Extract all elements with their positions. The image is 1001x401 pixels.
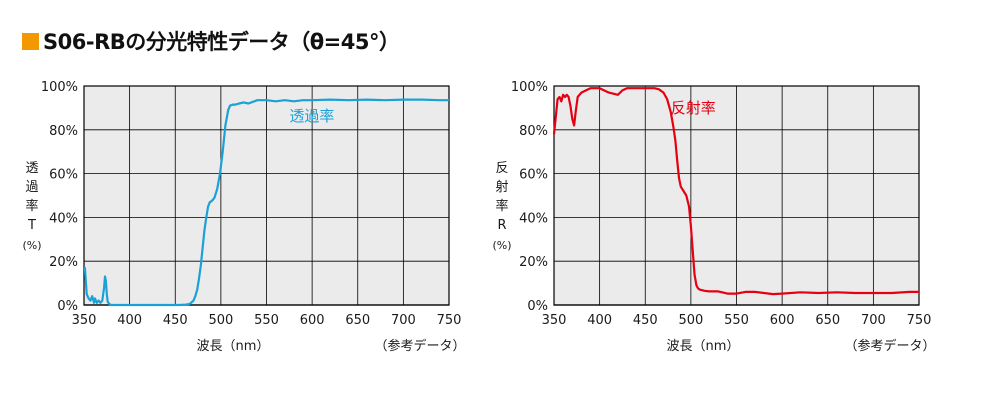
chart-2-ylabel-char: 反: [495, 161, 508, 176]
chart-1-x-tick-label: 400: [117, 313, 142, 328]
chart-1-x-tick-label: 650: [345, 313, 370, 328]
chart-1-y-tick-label: 100%: [41, 80, 78, 95]
chart-1-y-tick-label: 20%: [49, 255, 78, 270]
chart-2-note: （参考データ）: [844, 338, 935, 354]
chart-1-plot-frame: [83, 85, 450, 306]
chart-2-x-tick-label: 550: [724, 313, 749, 328]
chart-2-plot-frame: [553, 85, 920, 306]
chart-2-series-line-1: [552, 87, 919, 296]
chart-2-xlabel: 波長（nm）: [667, 339, 740, 354]
chart-1-y-tick-label: 40%: [49, 211, 78, 226]
chart-1-ylabel-char: T: [27, 218, 36, 233]
chart-2-x-tick-label: 450: [633, 313, 658, 328]
chart-1-note: （参考データ）: [374, 338, 465, 354]
chart-2-ylabel-char: R: [497, 218, 506, 233]
chart-2-y-tick-label: 80%: [519, 124, 548, 139]
chart-1-series-label: 透過率: [289, 107, 334, 125]
chart-2-x-tick-label: 350: [542, 313, 567, 328]
chart-2-y-tick-label: 20%: [519, 255, 548, 270]
chart-2-x-tick-label: 700: [861, 313, 886, 328]
chart-2-y-tick-label: 0%: [527, 299, 548, 314]
chart-1-xlabel: 波長（nm）: [197, 339, 270, 354]
chart-1-ylabel-char: 率: [25, 198, 38, 214]
chart-2-y-tick-label: 40%: [519, 211, 548, 226]
page-title-text: S06-RBの分光特性データ（θ=45°）: [43, 30, 400, 54]
chart-1-ylabel-unit: (%): [22, 239, 41, 252]
chart-2-y-tick-label: 60%: [519, 168, 548, 183]
chart-2-x-tick-label: 750: [907, 313, 932, 328]
chart-2-x-tick-label: 650: [815, 313, 840, 328]
title-square-icon: [22, 32, 39, 50]
chart-2-ylabel-char: 射: [495, 179, 508, 195]
chart-1-y-tick-label: 80%: [49, 124, 78, 139]
chart-2-x-tick-label: 600: [770, 313, 795, 328]
chart-1-y-tick-label: 60%: [49, 168, 78, 183]
chart-1-x-tick-label: 550: [254, 313, 279, 328]
chart-2-x-tick-label: 400: [587, 313, 612, 328]
chart-2-x-tick-label: 500: [678, 313, 703, 328]
chart-1-x-tick-label: 350: [72, 313, 97, 328]
chart-1-series-line-1: [83, 98, 449, 307]
chart-2-y-tick-label: 100%: [511, 80, 548, 95]
chart-1-x-tick-label: 700: [391, 313, 416, 328]
chart-2-ylabel-char: 率: [495, 198, 508, 214]
chart-1-x-tick-label: 750: [437, 313, 462, 328]
chart-1-x-tick-label: 450: [163, 313, 188, 328]
chart-1-x-tick-label: 600: [300, 313, 325, 328]
chart-1-ylabel-char: 透: [25, 161, 38, 176]
page-title: S06-RBの分光特性データ（θ=45°）: [22, 24, 400, 58]
chart-2-ylabel-unit: (%): [492, 239, 511, 252]
chart-1-ylabel-char: 過: [25, 180, 38, 195]
chart-2-series-label: 反射率: [671, 99, 716, 117]
chart-1-y-tick-label: 0%: [57, 299, 78, 314]
chart-1-x-tick-label: 500: [208, 313, 233, 328]
